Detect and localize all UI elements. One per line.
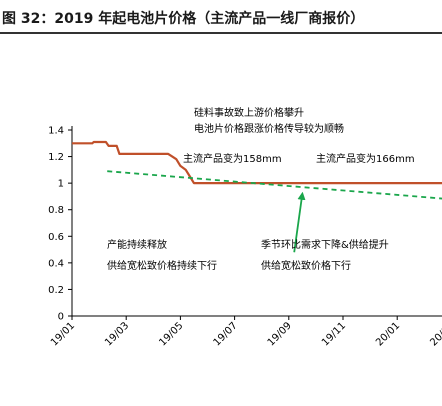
annotation-text: 电池片价格跟涨价格传导较为顺畅 (194, 122, 344, 135)
title-bar: 图 32：2019 年起电池片价格（主流产品一线厂商报价） (0, 0, 442, 34)
annotation-text: 硅料事故致上游价格攀升 (194, 106, 304, 119)
y-tick-label: 1.4 (48, 126, 64, 137)
y-tick-label: 1.2 (48, 152, 64, 163)
y-tick-label: 1 (58, 179, 64, 190)
chart-title: 图 32：2019 年起电池片价格（主流产品一线厂商报价） (2, 11, 365, 27)
x-tick-label: 19/01 (49, 320, 77, 348)
x-tick-label: 19/03 (103, 320, 131, 348)
x-tick-label: 20/03 (428, 320, 442, 348)
annotation-text: 主流产品变为166mm (316, 152, 415, 165)
y-tick-label: 0.8 (48, 205, 64, 216)
price-line (72, 140, 442, 185)
x-tick-label: 19/11 (320, 320, 348, 348)
annotation-text: 供给宽松致价格持续下行 (107, 259, 217, 272)
y-tick-label: 0.4 (48, 258, 64, 269)
x-tick-label: 19/05 (157, 320, 185, 348)
annotation-text: 季节环比需求下降&供给提升 (261, 238, 389, 251)
y-tick-label: 0.6 (48, 232, 64, 243)
y-tick-label: 0 (58, 312, 64, 323)
x-tick-label: 20/01 (374, 320, 402, 348)
trend-arrow (107, 170, 442, 200)
x-tick-label: 19/07 (212, 320, 240, 348)
y-tick-label: 0.2 (48, 285, 64, 296)
x-tick-label: 19/09 (266, 320, 294, 348)
trend-arrow (293, 191, 306, 253)
annotation-text: 供给宽松致价格下行 (261, 259, 351, 272)
annotation-text: 产能持续释放 (107, 238, 167, 251)
annotation-text: 主流产品变为158mm (183, 152, 282, 165)
